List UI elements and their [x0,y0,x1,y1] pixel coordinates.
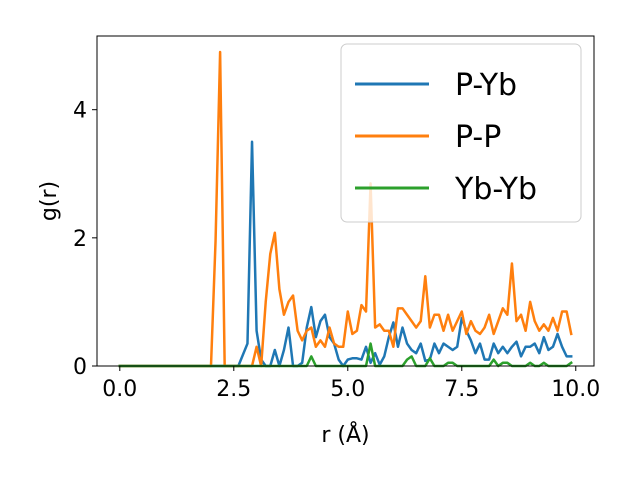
series-line-p-p [118,50,573,368]
y-axis-title: g(r) [37,181,62,221]
x-tick-label: 2.5 [216,377,251,402]
plot-frame [96,35,595,367]
legend-label-p-yb: P-Yb [455,68,517,103]
x-tick-label: 0.0 [102,377,137,402]
legend-label-yb-yb: Yb-Yb [454,172,537,207]
y-tick-label: 2 [73,227,87,252]
legend: P-Yb P-P Yb-Yb [340,43,582,223]
x-tick-label: 5.0 [330,377,365,402]
axes-layer: 0.0 2.5 5.0 7.5 10.0 0 2 4 r (Å) g(r) [37,35,600,448]
x-axis-title: r (Å) [321,421,369,448]
x-tick-label: 10.0 [551,377,600,402]
y-tick-label: 4 [73,99,87,124]
y-tick-label: 0 [73,355,87,380]
legend-box [340,43,582,223]
legend-label-p-p: P-P [455,120,501,155]
x-tick-label: 7.5 [444,377,479,402]
